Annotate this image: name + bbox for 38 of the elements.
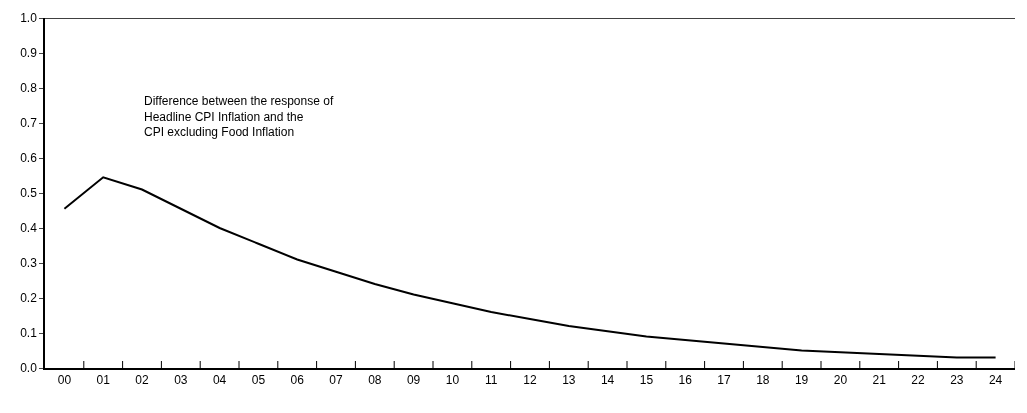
x-tick-label: 09 bbox=[406, 373, 421, 388]
x-tick-label: 16 bbox=[678, 373, 693, 388]
x-tick-label: 10 bbox=[445, 373, 460, 388]
x-tick-label: 05 bbox=[251, 373, 266, 388]
y-tick-label: 0.3 bbox=[20, 256, 38, 271]
y-tick-label: 0.2 bbox=[20, 291, 38, 306]
x-tick-label: 06 bbox=[290, 373, 305, 388]
x-tick-label: 03 bbox=[174, 373, 188, 388]
y-tick-label: 1.0 bbox=[20, 11, 38, 26]
x-tick-label: 07 bbox=[329, 373, 343, 388]
x-tick-label: 02 bbox=[135, 373, 149, 388]
x-tick-label: 22 bbox=[911, 373, 925, 388]
y-tick-label: 0.6 bbox=[20, 151, 38, 166]
x-tick-label: 19 bbox=[794, 373, 809, 388]
y-tick-label: 0.9 bbox=[20, 46, 38, 61]
y-tick-label: 0.1 bbox=[20, 326, 38, 341]
y-tick-label: 0.7 bbox=[20, 116, 38, 131]
x-tick-label: 13 bbox=[562, 373, 576, 388]
x-tick-label: 08 bbox=[368, 373, 382, 388]
x-tick-label: 00 bbox=[57, 373, 72, 388]
x-tick-label: 11 bbox=[484, 373, 498, 388]
annotation: Difference between the response of Headline CPI Inflation and the CPI excluding Food Inflation bbox=[144, 94, 334, 140]
line-series bbox=[63, 176, 997, 359]
x-tick-label: 15 bbox=[639, 373, 654, 388]
x-tick-label: 18 bbox=[756, 373, 770, 388]
x-tick-label: 12 bbox=[523, 373, 537, 388]
x-tick-label: 01 bbox=[96, 373, 111, 388]
y-tick-label: 0.4 bbox=[20, 221, 38, 236]
y-tick-label: 0.5 bbox=[20, 186, 38, 201]
x-tick-label: 21 bbox=[872, 373, 887, 388]
y-tick-label: 0.8 bbox=[20, 81, 38, 96]
y-tick-label: 0.0 bbox=[20, 361, 38, 376]
x-tick-label: 20 bbox=[833, 373, 848, 388]
x-tick-label: 17 bbox=[717, 373, 731, 388]
x-tick-label: 04 bbox=[212, 373, 227, 388]
x-tick-label: 24 bbox=[988, 373, 1003, 388]
x-tick-label: 23 bbox=[950, 373, 964, 388]
x-tick-label: 14 bbox=[600, 373, 615, 388]
